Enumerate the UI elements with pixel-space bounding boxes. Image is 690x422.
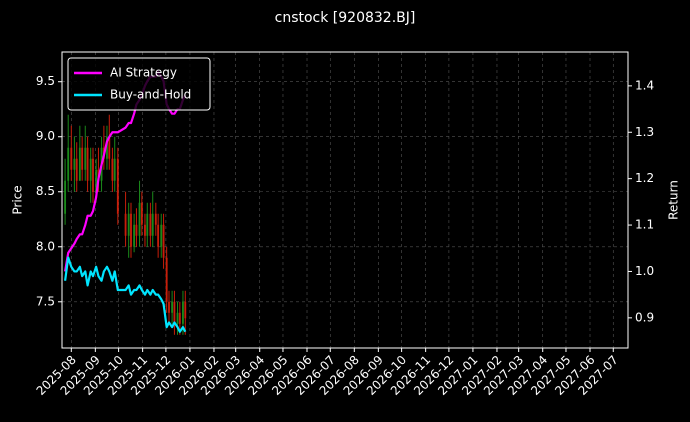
candle-body [160,224,163,247]
candle-body [171,301,174,313]
candle-body [168,301,170,313]
y2-tick-label: 1.0 [635,264,654,278]
candle-body [151,213,154,236]
candle-body [75,158,78,181]
candle-body [144,224,146,236]
y2-tick-label: 1.3 [635,125,654,139]
y-tick-label: 9.5 [36,74,55,88]
y-tick-label: 8.0 [36,239,55,253]
legend-box [67,57,211,111]
y2-axis-label: Return [667,180,681,220]
y2-tick-label: 1.2 [635,171,654,185]
y2-tick-label: 1.4 [635,78,654,92]
legend-label: Buy-and-Hold [110,88,191,102]
candle-body [95,169,98,192]
candle-body [92,158,94,192]
candle-body [73,158,76,170]
candle-body [124,213,127,236]
candle-body [111,158,114,181]
candle-body [184,301,187,319]
candle-body [113,158,116,181]
candle-body [130,213,132,247]
candle-body [176,312,179,324]
candle-body [182,301,184,324]
candle-body [162,224,165,258]
legend-label: AI Strategy [110,66,177,80]
y2-tick-label: 0.9 [635,310,654,324]
series-line [64,256,187,333]
candle-body [178,312,181,324]
candle-body [135,224,138,236]
y-tick-label: 7.5 [36,294,55,308]
candle-body [140,202,143,225]
candle-body [64,180,67,214]
candle-body [157,224,160,247]
candle-body [84,147,87,170]
candle-body [173,301,176,324]
y2-tick-label: 1.1 [635,218,654,232]
candle-body [138,202,141,236]
plot-frame [61,51,629,349]
candle-body [106,136,108,159]
candle-body [70,147,73,170]
y-axis-label: Price [11,185,25,214]
candle-body [165,257,168,302]
candle-body [81,147,84,170]
candle-body [127,213,130,236]
candle-body [108,136,111,159]
candle-body [149,213,152,236]
candle-body [146,213,149,236]
candle-body [116,158,119,214]
chart-title: cnstock [920832.BJ] [275,10,416,26]
y-tick-label: 9.0 [36,129,55,143]
candle-body [154,213,157,225]
candle-body [67,147,70,181]
candle-body [86,147,89,181]
candle-body [89,158,92,181]
candle-body [133,224,136,247]
candle-body [78,147,81,181]
y-tick-label: 8.5 [36,184,55,198]
